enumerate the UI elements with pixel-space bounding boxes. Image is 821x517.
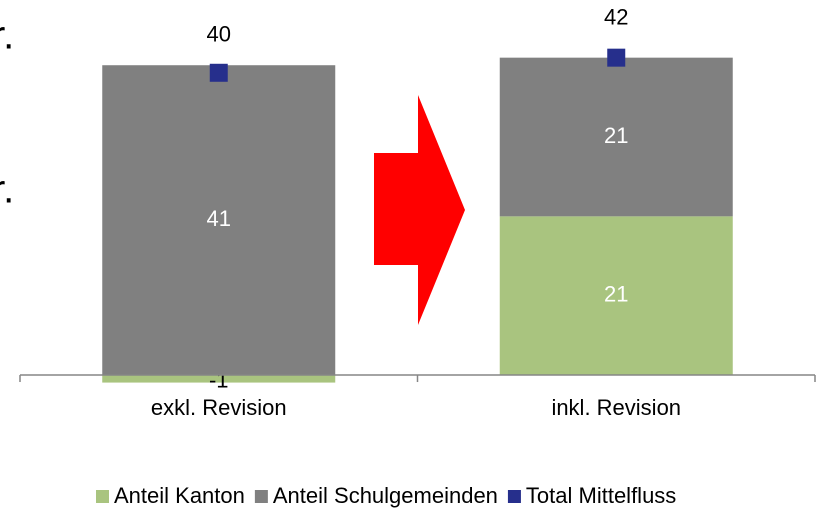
- legend-swatch: [96, 490, 109, 503]
- data-label: 41: [207, 206, 231, 231]
- legend-swatch: [507, 490, 521, 503]
- bar-segment: [499, 57, 733, 217]
- legend-swatch: [254, 490, 268, 503]
- data-label: 21: [604, 123, 628, 148]
- annotation: r.: [0, 168, 14, 212]
- data-label: 40: [207, 22, 231, 47]
- marker: [607, 48, 626, 67]
- annotation: r.: [0, 14, 14, 58]
- data-label: 21: [604, 281, 628, 306]
- data-label: 42: [604, 4, 628, 29]
- bar-segment: [102, 375, 336, 383]
- legend-label: Anteil Kanton: [114, 483, 245, 508]
- arrow: [374, 95, 465, 325]
- bar-segment: [102, 65, 336, 376]
- x-tick-label: exkl. Revision: [151, 395, 287, 420]
- legend-label: Anteil Schulgemeinden: [273, 483, 498, 508]
- bar-segment: [499, 216, 733, 376]
- x-tick-label: inkl. Revision: [551, 395, 681, 420]
- marker: [209, 63, 228, 82]
- legend-label: Total Mittelfluss: [526, 483, 676, 508]
